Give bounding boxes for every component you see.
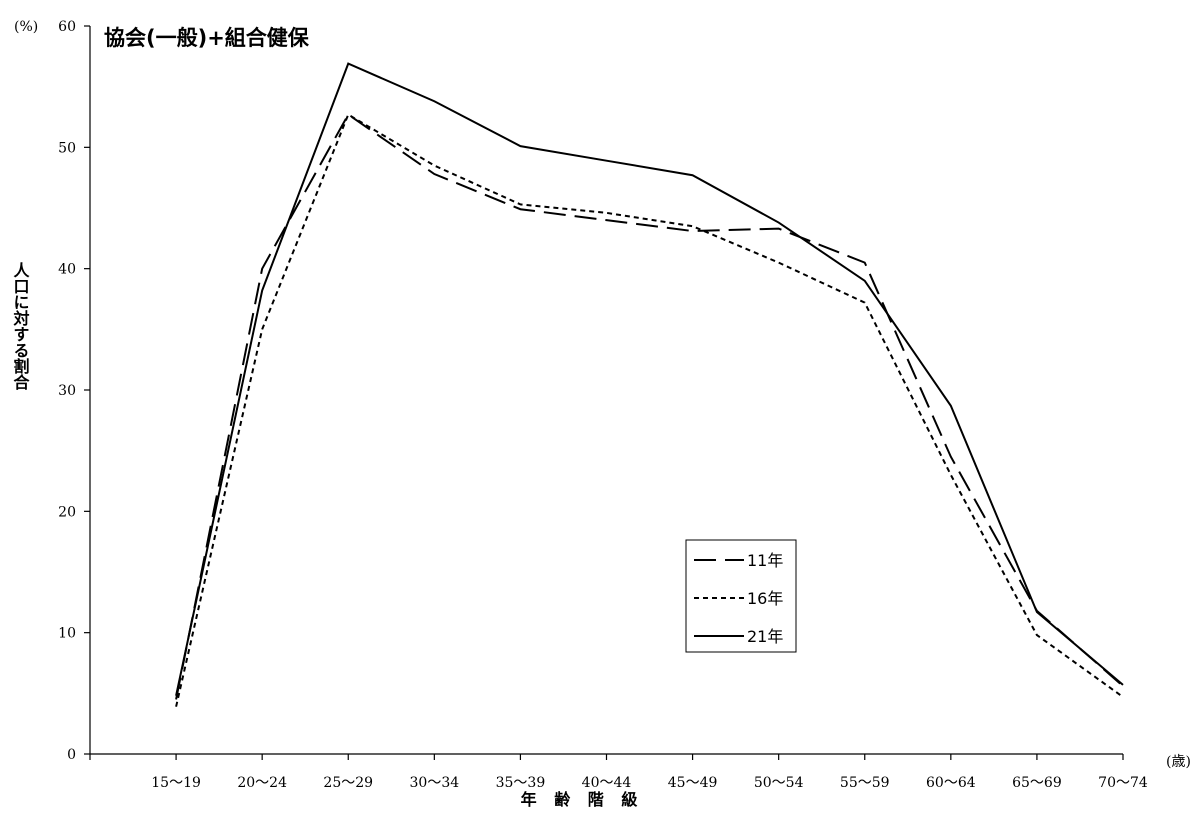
x-tick-label: 35〜39 [496,775,546,791]
axes [89,26,1123,755]
y-ticks: 0 10 20 30 40 50 60 [58,19,90,763]
y-axis-label: 人口に対する割合 [11,262,31,391]
x-tick-label: 70〜74 [1098,775,1148,791]
series-line [175,62,1124,696]
legend: 11年 16年 21年 [685,539,797,653]
x-tick-label: 40〜44 [582,775,632,791]
y-tick-label: 60 [58,19,76,35]
x-tick-label: 60〜64 [926,775,976,791]
y-tick-label: 30 [58,383,76,399]
x-tick-label: 55〜59 [840,775,890,791]
x-axis-label: 年 齢 階 級 [521,790,644,809]
legend-box [685,539,797,653]
x-tick-label: 45〜49 [668,775,718,791]
x-tick-label: 20〜24 [237,775,287,791]
y-tick-label: 50 [58,140,76,156]
chart-title: 協会(一般)+組合健保 [104,26,310,50]
series-lines [175,62,1124,707]
x-tick-label: 65〜69 [1012,775,1062,791]
x-tick-label: 25〜29 [323,775,373,791]
y-tick-label: 10 [58,626,76,642]
y-tick-label: 0 [67,747,76,763]
x-tick-label: 15〜19 [151,775,201,791]
y-tick-label: 40 [58,262,76,278]
x-tick-label: 50〜54 [754,775,804,791]
x-ticks: 15〜19 20〜24 25〜29 30〜34 35〜39 40〜44 45〜49 50〜54… [89,754,1148,791]
x-tick-label: 30〜34 [410,775,460,791]
series-line [175,113,1124,707]
y-unit-label: (%) [14,19,38,35]
legend-label: 16年 [747,589,783,608]
series-line [175,113,1124,700]
legend-label: 21年 [747,627,783,646]
legend-label: 11年 [747,551,783,570]
x-unit-label: (歳) [1166,754,1191,770]
y-tick-label: 20 [58,504,76,520]
